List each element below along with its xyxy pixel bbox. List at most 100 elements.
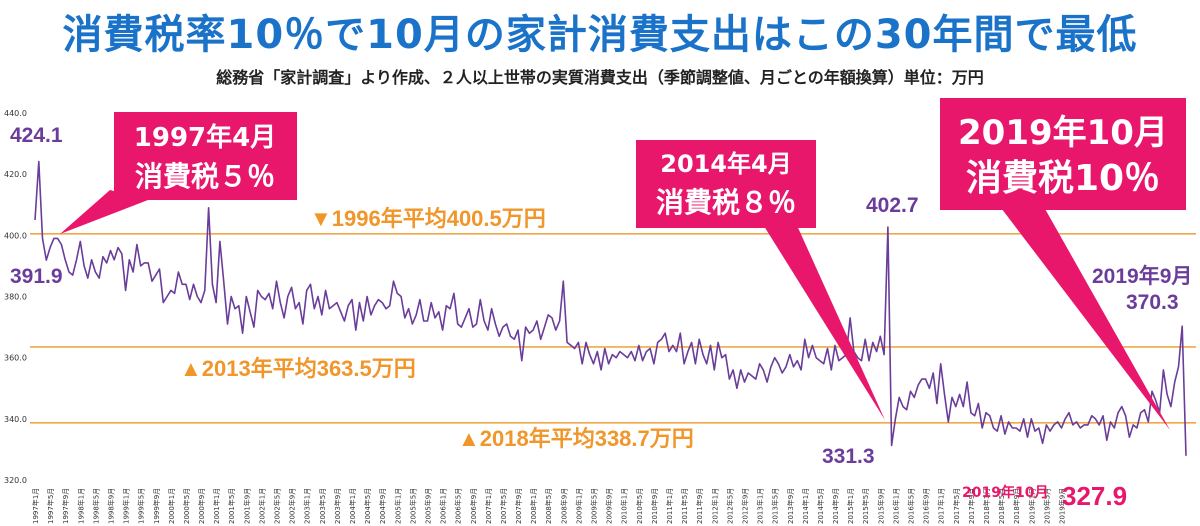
- x-tick-label: 2008年9月: [559, 488, 568, 524]
- callout-2019: 2019年10月 消費税10％: [940, 98, 1186, 430]
- x-tick-label: 2010年1月: [620, 488, 629, 524]
- x-tick-label: 2015年9月: [876, 488, 885, 524]
- y-tick-label: 380.0: [4, 293, 27, 302]
- x-tick-label: 2007年5月: [499, 488, 508, 524]
- callout-2019-tax: 消費税10％: [966, 158, 1160, 199]
- x-tick-label: 2012年5月: [725, 488, 734, 524]
- x-tick-label: 2008年5月: [544, 488, 553, 524]
- x-tick-label: 2014年9月: [831, 488, 840, 524]
- x-tick-label: 2017年5月: [952, 488, 961, 524]
- x-tick-label: 2014年1月: [801, 488, 810, 524]
- average-lines: [30, 233, 1196, 424]
- y-tick-label: 400.0: [4, 231, 27, 240]
- x-tick-label: 2011年1月: [665, 488, 674, 524]
- average-label-1996: ▼1996年平均400.5万円: [310, 206, 546, 231]
- value-label-370: 370.3: [1126, 291, 1179, 314]
- x-tick-label: 1998年5月: [91, 488, 100, 524]
- x-tick-label: 2009年9月: [605, 488, 614, 524]
- x-tick-label: 2010年9月: [650, 488, 659, 524]
- x-tick-label: 2003年1月: [303, 488, 312, 524]
- x-tick-label: 2016年1月: [891, 488, 900, 524]
- callout-2019-date: 2019年10月: [958, 113, 1168, 153]
- x-tick-label: 2018年9月: [1012, 488, 1021, 524]
- x-tick-label: 2007年9月: [514, 488, 523, 524]
- x-tick-label: 2007年1月: [484, 488, 493, 524]
- x-tick-label: 2005年9月: [423, 488, 432, 524]
- series-line: [34, 160, 1187, 456]
- callout-1997-date: 1997年4月: [134, 122, 276, 153]
- x-tick-label: 1999年9月: [152, 488, 161, 524]
- x-tick-label: 2003年9月: [333, 488, 342, 524]
- x-tick-label: 1997年1月: [31, 488, 40, 524]
- x-tick-label: 2015年1月: [846, 488, 855, 524]
- x-tick-label: 2004年5月: [363, 488, 372, 524]
- x-tick-label: 2002年1月: [257, 488, 266, 524]
- y-tick-label: 420.0: [4, 170, 27, 179]
- x-tick-label: 2017年9月: [967, 488, 976, 524]
- y-tick-label: 360.0: [4, 354, 27, 363]
- x-tick-label: 2004年9月: [378, 488, 387, 524]
- x-tick-label: 2005年5月: [408, 488, 417, 524]
- x-tick-label: 2006年9月: [469, 488, 478, 524]
- y-axis-ticks: 320.0 340.0 360.0 380.0 400.0 420.0 440.0: [4, 109, 27, 485]
- x-tick-label: 2012年1月: [710, 488, 719, 524]
- chart-subtitle: 総務省「家計調査」より作成、２人以上世帯の実質消費支出（季節調整値、月ごとの年額…: [216, 68, 984, 87]
- x-tick-label: 1999年1月: [122, 488, 131, 524]
- value-label-327: 327.9: [1062, 481, 1127, 511]
- y-tick-label: 340.0: [4, 415, 27, 424]
- x-tick-label: 2001年1月: [212, 488, 221, 524]
- callout-1997-tax: 消費税５％: [135, 160, 275, 193]
- x-tick-label: 2014年5月: [816, 488, 825, 524]
- x-tick-label: 2012年9月: [740, 488, 749, 524]
- x-tick-label: 2019年9月: [1057, 488, 1066, 524]
- x-tick-label: 2018年1月: [982, 488, 991, 524]
- x-tick-label: 2019年5月: [1042, 488, 1051, 524]
- plot-area: [34, 160, 1187, 456]
- x-tick-label: 2008年1月: [529, 488, 538, 524]
- x-tick-label: 1997年9月: [61, 488, 70, 524]
- x-tick-label: 2006年5月: [454, 488, 463, 524]
- x-tick-label: 2013年1月: [756, 488, 765, 524]
- x-tick-label: 1999年5月: [137, 488, 146, 524]
- x-tick-label: 2000年1月: [167, 488, 176, 524]
- callout-2014-date: 2014年4月: [660, 150, 792, 178]
- value-label-sep2019-date: 2019年9月: [1092, 264, 1192, 288]
- x-tick-label: 1998年1月: [76, 488, 85, 524]
- callout-1997: 1997年4月 消費税５％: [60, 112, 297, 234]
- value-label-424: 424.1: [10, 124, 63, 147]
- x-tick-label: 2013年5月: [771, 488, 780, 524]
- value-label-391: 391.9: [10, 265, 63, 288]
- average-label-2018: ▲2018年平均338.7万円: [458, 426, 694, 451]
- x-tick-label: 2000年9月: [197, 488, 206, 524]
- callout-2014: 2014年4月 消費税８％: [636, 140, 885, 420]
- x-tick-label: 2010年5月: [635, 488, 644, 524]
- x-tick-label: 2006年1月: [439, 488, 448, 524]
- x-tick-label: 2003年5月: [318, 488, 327, 524]
- x-tick-label: 2002年5月: [273, 488, 282, 524]
- value-label-oct2019-date: 2019年10月: [962, 484, 1048, 501]
- callout-2014-tax: 消費税８％: [656, 186, 796, 219]
- x-tick-label: 2001年5月: [227, 488, 236, 524]
- x-tick-label: 2005年1月: [393, 488, 402, 524]
- chart-title: 消費税率10％で10月の家計消費支出はこの30年間で最低: [62, 12, 1138, 58]
- x-tick-label: 2016年5月: [907, 488, 916, 524]
- x-tick-label: 1998年9月: [106, 488, 115, 524]
- x-tick-label: 2017年1月: [937, 488, 946, 524]
- value-label-402: 402.7: [866, 194, 919, 217]
- x-tick-label: 2009年1月: [574, 488, 583, 524]
- x-tick-label: 2002年9月: [288, 488, 297, 524]
- y-tick-label: 320.0: [4, 476, 27, 485]
- x-tick-label: 2015年5月: [861, 488, 870, 524]
- x-tick-label: 2018年5月: [997, 488, 1006, 524]
- x-axis-ticks: 1997年1月 1997年5月 1997年9月 1998年1月 1998年5月 1998年…: [31, 488, 1066, 524]
- x-tick-label: 2004年1月: [348, 488, 357, 524]
- x-tick-label: 2009年5月: [590, 488, 599, 524]
- x-tick-label: 2001年9月: [242, 488, 251, 524]
- y-tick-label: 440.0: [4, 109, 27, 118]
- x-tick-label: 2019年1月: [1027, 488, 1036, 524]
- average-label-2013: ▲2013年平均363.5万円: [180, 356, 416, 381]
- x-tick-label: 2000年5月: [182, 488, 191, 524]
- value-label-331: 331.3: [822, 445, 875, 468]
- x-tick-label: 2011年9月: [695, 488, 704, 524]
